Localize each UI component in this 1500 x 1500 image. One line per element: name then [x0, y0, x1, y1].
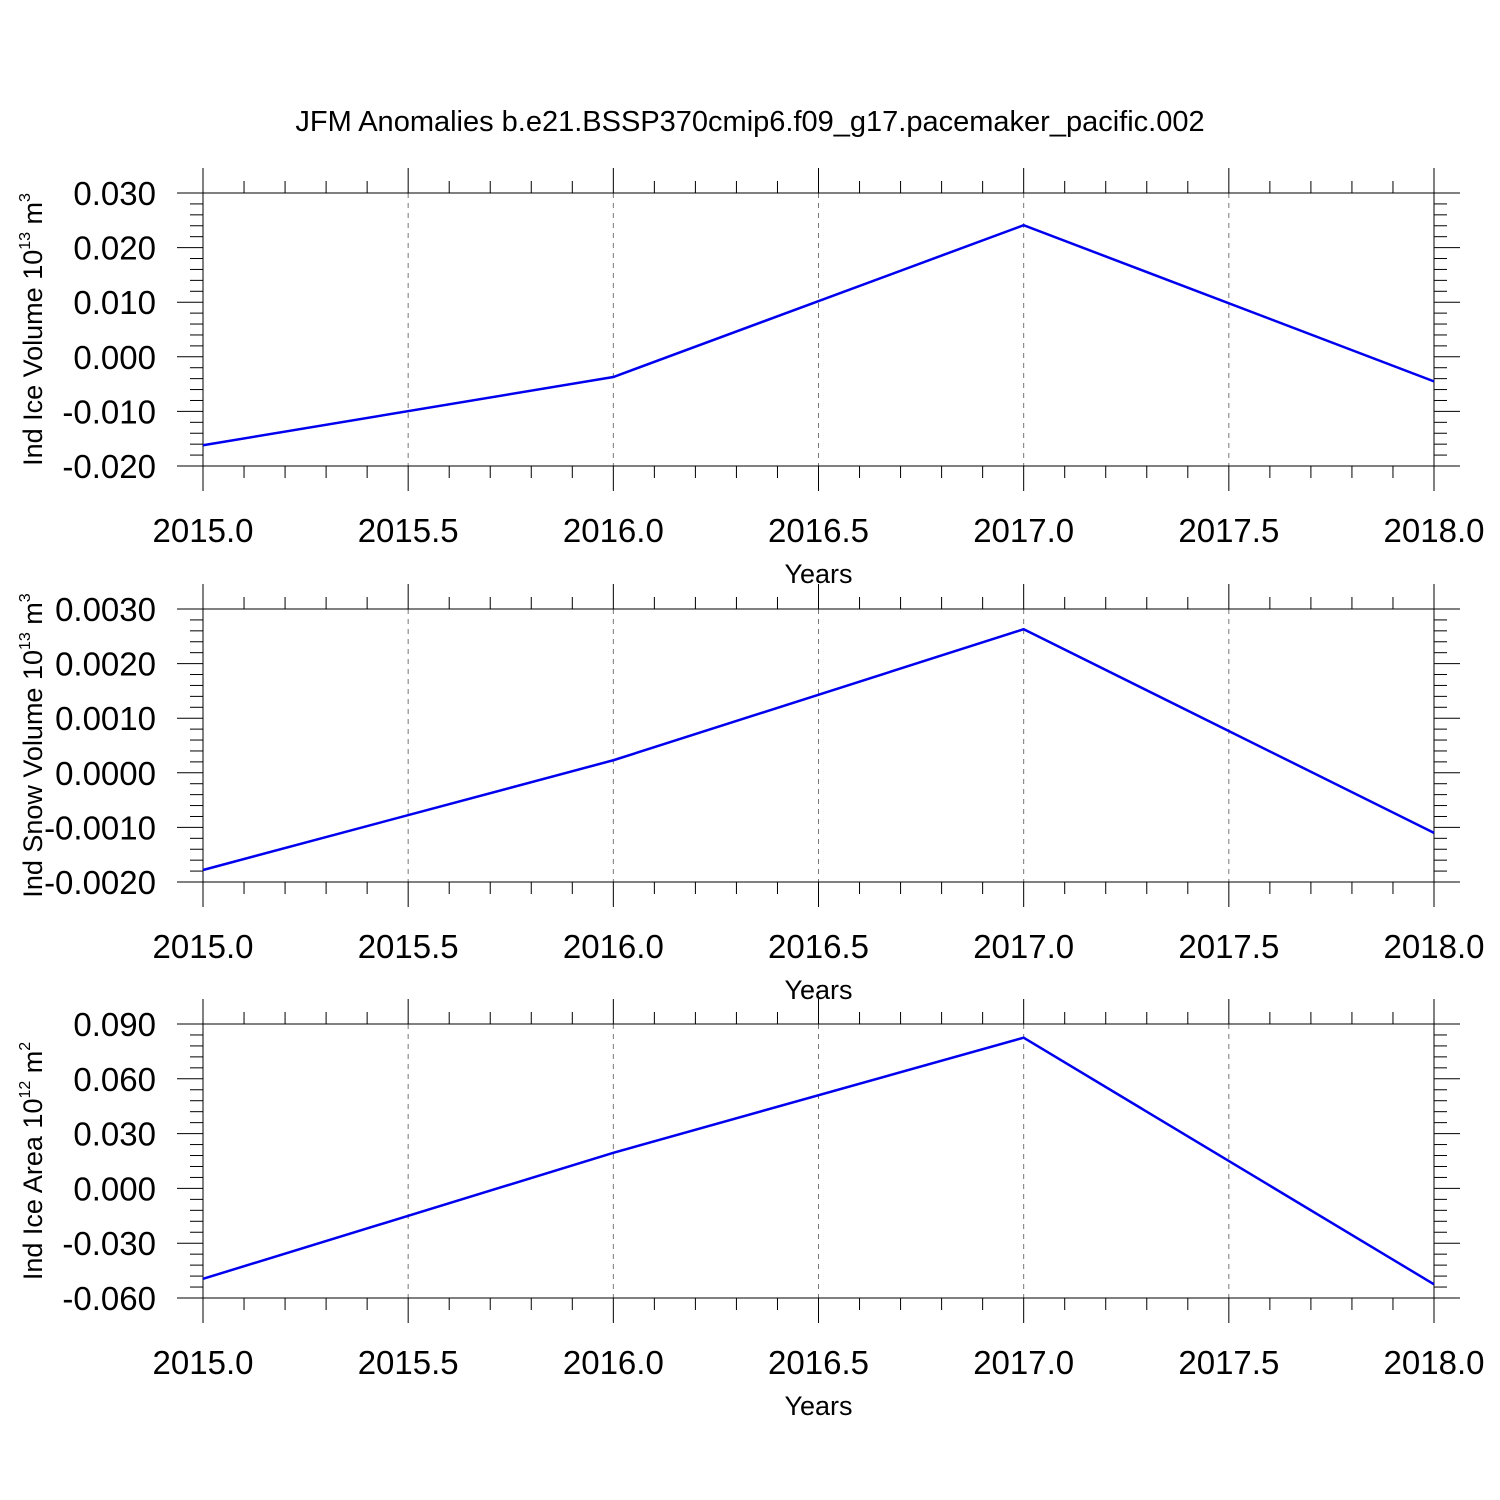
y-tick-label: 0.020	[73, 230, 156, 267]
x-tick-label: 2015.5	[358, 928, 459, 965]
x-tick-label: 2018.0	[1384, 928, 1485, 965]
y-tick-label: 0.000	[73, 1170, 156, 1207]
y-tick-label: -0.060	[62, 1280, 156, 1317]
series-line	[202, 627, 1435, 872]
panel-3: 0.090 0.060 0.030 0.000 -0.030 -0.060 2015.0 20…	[17, 999, 1484, 1421]
y-tick-label: -0.030	[62, 1225, 156, 1262]
y-tick-label: 0.060	[73, 1061, 156, 1098]
y-tick-label: 0.0010	[55, 700, 156, 737]
x-tick-label: 2017.5	[1178, 928, 1279, 965]
y-tick-label: 0.0030	[55, 591, 156, 628]
x-tick-label: 2016.0	[563, 928, 664, 965]
y-axis-label: Ind Snow Volume 1013 m3	[17, 593, 48, 897]
x-tick-label: 2016.5	[768, 512, 869, 549]
x-tick-label: 2018.0	[1384, 1344, 1485, 1381]
series-line	[202, 223, 1435, 447]
x-tick-label: 2015.0	[153, 928, 254, 965]
y-tick-label: 0.030	[73, 1116, 156, 1153]
x-tick-label: 2016.5	[768, 1344, 869, 1381]
x-tick-label: 2015.0	[153, 512, 254, 549]
y-tick-label: 0.030	[73, 175, 156, 212]
x-tick-label: 2015.5	[358, 512, 459, 549]
y-tick-label: -0.020	[62, 448, 156, 485]
y-axis-label: Ind Ice Area 1012 m2	[17, 1042, 48, 1280]
panel-1: 0.030 0.020 0.010 0.000 -0.010 -0.020 2015.0 20…	[17, 168, 1484, 589]
y-tick-label: 0.090	[73, 1006, 156, 1043]
y-tick-label: 0.000	[73, 339, 156, 376]
x-tick-label: 2015.0	[153, 1344, 254, 1381]
y-tick-label: -0.0020	[44, 864, 156, 901]
x-tick-label: 2015.5	[358, 1344, 459, 1381]
x-tick-label: 2017.5	[1178, 512, 1279, 549]
x-tick-label: 2017.5	[1178, 1344, 1279, 1381]
x-tick-label: 2016.5	[768, 928, 869, 965]
y-tick-label: 0.0020	[55, 646, 156, 683]
y-tick-label: -0.0010	[44, 809, 156, 846]
x-tick-label: 2017.0	[973, 1344, 1074, 1381]
y-tick-label: 0.010	[73, 284, 156, 321]
y-tick-label: -0.010	[62, 393, 156, 430]
x-tick-label: 2017.0	[973, 928, 1074, 965]
x-tick-label: 2016.0	[563, 512, 664, 549]
x-tick-label: 2016.0	[563, 1344, 664, 1381]
y-tick-label: 0.0000	[55, 755, 156, 792]
x-tick-label: 2017.0	[973, 512, 1074, 549]
panel-2: 0.0030 0.0020 0.0010 0.0000 -0.0010 -0.0020 20…	[17, 584, 1484, 1005]
x-tick-label: 2018.0	[1384, 512, 1485, 549]
panels: 0.030 0.020 0.010 0.000 -0.010 -0.020 2015.0 20…	[17, 168, 1484, 1421]
x-axis-label: Years	[784, 1391, 852, 1421]
y-axis-label: Ind Ice Volume 1013 m3	[17, 193, 48, 466]
series-line	[202, 1036, 1435, 1286]
figure-title: JFM Anomalies b.e21.BSSP370cmip6.f09_g17…	[295, 106, 1204, 138]
